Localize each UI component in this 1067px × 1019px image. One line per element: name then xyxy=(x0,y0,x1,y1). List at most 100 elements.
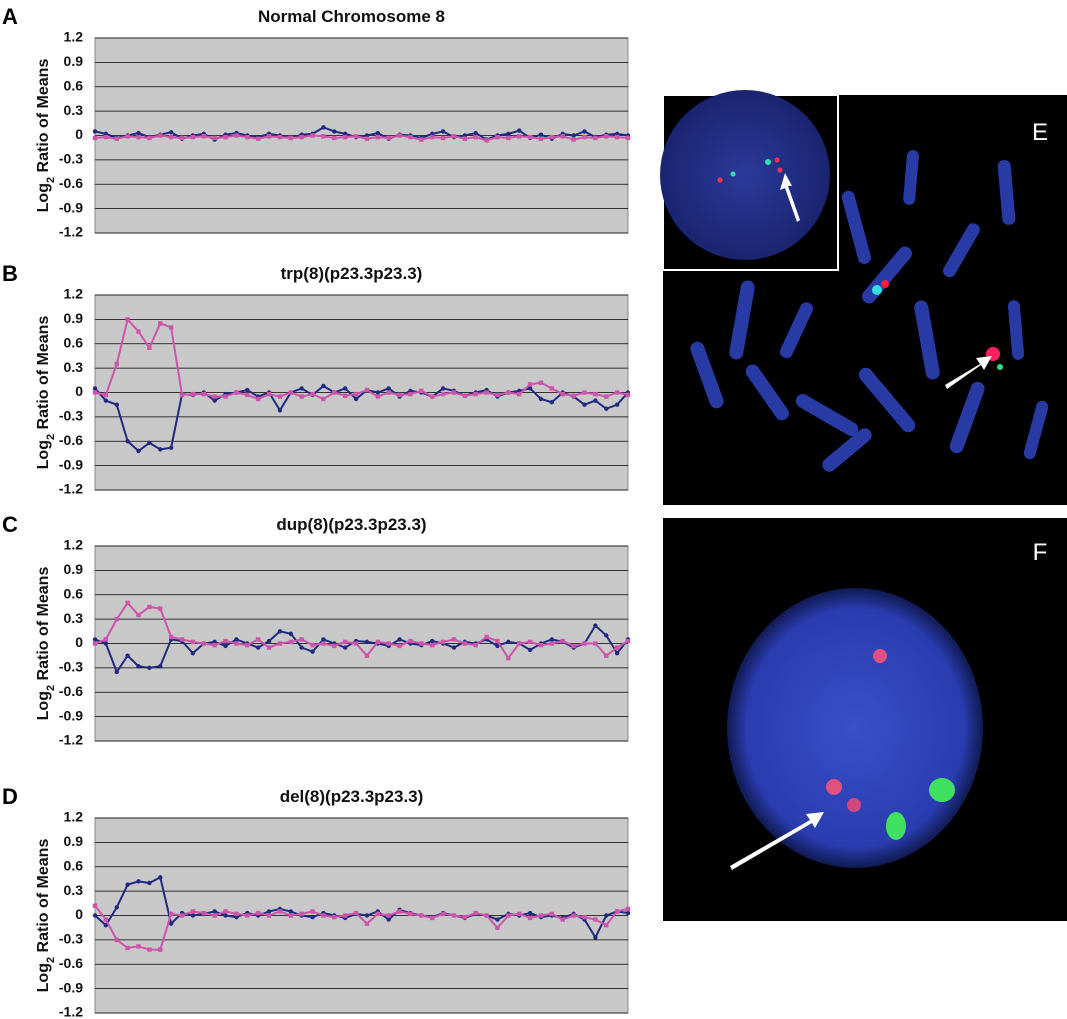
y-tick-label: 0 xyxy=(75,634,83,650)
data-point xyxy=(593,623,598,628)
data-point xyxy=(440,391,446,397)
data-point xyxy=(571,137,576,142)
data-point xyxy=(614,651,620,656)
data-point xyxy=(527,639,533,645)
data-point xyxy=(288,639,293,645)
data-point xyxy=(179,637,185,642)
data-point xyxy=(321,125,326,130)
data-point xyxy=(223,909,228,914)
y-tick-label: 0.3 xyxy=(64,610,84,626)
data-point xyxy=(158,947,163,952)
data-point xyxy=(495,925,500,930)
y-tick-label: 1.2 xyxy=(64,286,84,302)
data-point xyxy=(255,637,261,642)
data-point xyxy=(190,639,196,645)
data-point xyxy=(245,387,250,393)
data-point xyxy=(397,133,402,138)
y-axis-label: Log2 Ratio of Means xyxy=(35,567,57,721)
data-point xyxy=(408,638,413,644)
y-tick-label: -1.2 xyxy=(59,481,83,497)
data-point xyxy=(625,910,631,916)
data-point xyxy=(397,637,402,642)
y-axis-label-part: Ratio of Means xyxy=(35,839,52,957)
data-point xyxy=(299,394,304,399)
panel-label: A xyxy=(2,4,18,29)
data-point xyxy=(212,913,217,918)
data-point xyxy=(255,136,261,141)
data-point xyxy=(342,645,348,650)
data-point xyxy=(430,638,435,644)
data-point xyxy=(364,639,370,645)
image-f: F xyxy=(663,518,1067,921)
data-point xyxy=(125,600,130,606)
data-point xyxy=(604,633,609,638)
chart: 1.2 0.9 0.6 0.3 0 -0.3 -0.6 -0.9 -1.2 A Normal Chr… xyxy=(2,4,631,240)
data-point xyxy=(549,400,555,405)
data-point xyxy=(277,629,283,634)
data-point xyxy=(212,909,217,914)
data-point xyxy=(430,394,435,399)
data-point xyxy=(103,392,109,398)
chart-title: trp(8)(p23.3p23.3) xyxy=(281,264,423,283)
data-point xyxy=(136,134,141,140)
data-point xyxy=(353,910,359,916)
data-point xyxy=(342,913,348,918)
data-point xyxy=(473,642,478,648)
data-point xyxy=(223,134,228,140)
data-point xyxy=(538,380,544,385)
y-axis-label-part: Ratio of Means xyxy=(35,567,52,685)
data-point xyxy=(506,135,511,141)
data-point xyxy=(136,944,141,949)
data-point xyxy=(190,909,196,914)
data-point xyxy=(582,134,587,140)
data-point xyxy=(310,649,315,654)
data-point xyxy=(212,642,217,648)
data-point xyxy=(299,645,304,650)
y-axis-label-part: Log xyxy=(35,183,52,212)
data-point xyxy=(114,669,119,675)
data-point xyxy=(408,391,413,397)
data-point xyxy=(495,917,500,922)
data-point xyxy=(288,909,293,914)
data-point xyxy=(560,917,565,922)
data-point xyxy=(103,398,109,403)
data-point xyxy=(538,136,544,141)
data-point xyxy=(266,391,272,397)
data-point xyxy=(560,134,565,139)
data-point xyxy=(266,134,272,139)
data-point xyxy=(495,638,500,644)
y-tick-label: 0.9 xyxy=(64,833,84,849)
data-point xyxy=(549,911,555,917)
data-point xyxy=(147,345,152,351)
y-tick-label: -1.2 xyxy=(59,1004,83,1019)
data-point xyxy=(440,911,446,917)
data-point xyxy=(549,134,555,140)
data-point xyxy=(582,129,587,134)
data-point xyxy=(408,134,413,140)
data-point xyxy=(310,642,315,648)
data-point xyxy=(473,130,478,136)
data-point xyxy=(375,390,381,395)
data-point xyxy=(419,913,424,918)
data-point xyxy=(190,651,196,656)
data-point xyxy=(125,882,130,887)
y-tick-label: 1.2 xyxy=(64,29,84,45)
y-tick-label: -0.6 xyxy=(59,175,83,191)
data-point xyxy=(527,647,533,653)
data-point xyxy=(266,909,272,914)
data-point xyxy=(310,133,315,138)
data-point xyxy=(332,914,337,920)
data-point xyxy=(538,642,544,648)
data-point xyxy=(473,910,478,916)
y-tick-label: -0.9 xyxy=(59,199,83,215)
data-point xyxy=(614,645,620,650)
data-point xyxy=(321,637,326,642)
data-point xyxy=(212,135,217,141)
y-axis-label-part: 2 xyxy=(45,434,57,440)
y-tick-label: -0.3 xyxy=(59,151,83,167)
data-point xyxy=(223,643,228,649)
image-e: E xyxy=(660,90,1067,505)
data-point xyxy=(593,398,598,403)
y-tick-label: -1.2 xyxy=(59,732,83,748)
data-point xyxy=(245,642,250,648)
